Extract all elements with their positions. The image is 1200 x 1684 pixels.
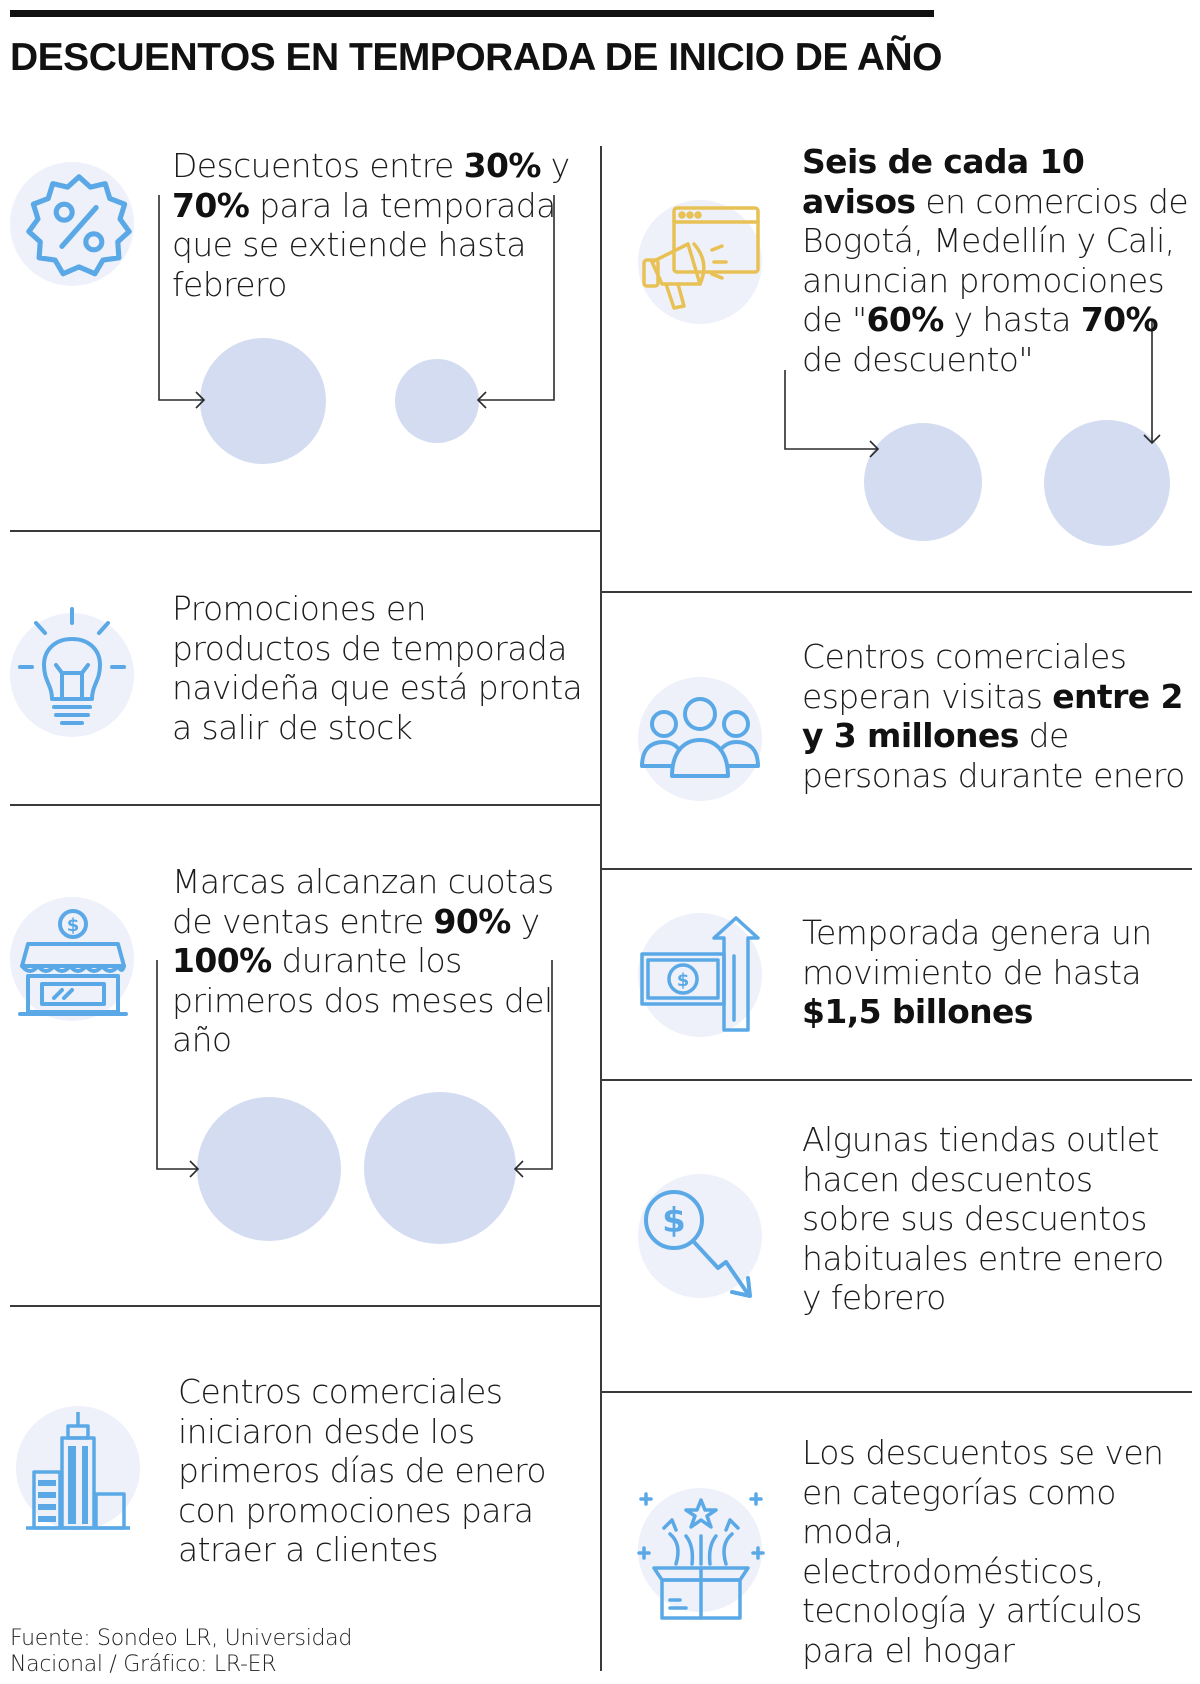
body-text: y [540,146,571,185]
item-text-centros-comerciales: Centros comerciales iniciaron desde los … [178,1372,590,1570]
source-line: Fuente: Sondeo LR, Universidad [10,1626,353,1651]
people-group-icon [640,697,760,778]
svg-text:$: $ [67,915,80,936]
title-rule [10,10,934,17]
row-divider [602,868,1192,870]
body-text: Los descuentos se ven en categorías como… [802,1433,1164,1670]
price-drop-icon: $ [644,1190,752,1298]
icon-backdrop [10,897,134,1021]
connector-line [515,960,553,1170]
highlight-text: 30% [463,146,542,185]
highlight-text: 60% [866,300,945,339]
body-text: Centros comerciales iniciaron desde los … [178,1372,547,1569]
item-text-cuotas-ventas: Marcas alcanzan cuotas de ventas entre 9… [172,862,592,1060]
body-text: para la temporada que se extiende hasta … [172,185,556,304]
page-title: DESCUENTOS EN TEMPORADA DE INICIO DE AÑO [10,36,942,79]
row-divider [10,804,600,806]
item-text-visitas: Centros comerciales esperan visitas entr… [802,637,1192,795]
body-text: durante los primeros dos meses del año [172,941,553,1059]
storefront-icon: $ [18,909,128,1016]
decorative-circle [364,1092,516,1244]
arrow-head [476,391,487,409]
body-text: Marcas alcanzan cuotas de ventas entre [172,862,554,941]
source-line: Nacional / Gráfico: LR-ER [10,1652,277,1677]
body-text: Centros comerciales esperan visitas [802,637,1127,716]
item-text-outlet: Algunas tiendas outlet hacen descuentos … [802,1120,1182,1318]
highlight-text: 100% [172,941,272,980]
highlight-text: 90% [433,901,512,941]
percent-badge-icon [26,174,132,277]
item-text-avisos: Seis de cada 10 avisos en comercios de B… [802,142,1194,379]
row-divider [10,1305,600,1307]
decorative-circle [197,1097,341,1241]
row-divider [602,1391,1192,1393]
lightbulb-icon [18,607,126,725]
decorative-circle [200,338,326,464]
icon-backdrop [638,913,762,1037]
connector-line [478,195,555,401]
svg-text:$: $ [662,1201,686,1241]
row-divider [10,530,600,532]
arrow-head [1143,434,1161,445]
item-text-movimiento: Temporada genera un movimiento de hasta … [802,913,1182,1032]
source-note: Fuente: Sondeo LR, Universidad Nacional … [10,1626,352,1678]
column-divider [600,146,602,1671]
gift-box-icon [637,1492,765,1620]
svg-text:$: $ [677,970,690,991]
body-text: de descuento" [802,339,1034,379]
body-text: y hasta [943,300,1081,339]
body-text: Algunas tiendas outlet hacen descuentos … [802,1120,1164,1317]
highlight-text: 70% [1080,300,1159,339]
connector-line [156,960,198,1170]
highlight-text: 70% [172,185,250,225]
connector-line [784,370,878,450]
body-text: Temporada genera un movimiento de hasta [802,913,1152,992]
decorative-circle [864,423,982,541]
connector-line [158,195,204,401]
item-text-categorias: Los descuentos se ven en categorías como… [802,1433,1194,1670]
highlight-text: Seis de cada 10 avisos [802,142,1085,221]
highlight-text: entre 2 y 3 millones [802,676,1183,756]
row-divider [602,1079,1192,1081]
item-text-temporada-navidena: Promociones en productos de temporada na… [172,589,592,747]
body-text: en comercios de Bogotá, Medellín y Cali,… [802,181,1189,340]
body-text: de personas durante enero [802,716,1185,795]
buildings-icon [26,1412,130,1530]
row-divider [602,591,1192,593]
money-growth-icon: $ [640,916,760,1032]
body-text: y [510,901,541,941]
arrow-head [869,440,880,458]
decorative-circle [395,359,479,443]
body-text: Descuentos entre [172,146,464,185]
arrow-head [189,1160,200,1178]
body-text: Promociones en productos de temporada na… [172,589,583,747]
arrow-head [195,391,206,409]
highlight-text: $1,5 billones [802,992,1033,1031]
arrow-head [513,1160,524,1178]
item-text-descuentos: Descuentos entre 30% y 70% para la tempo… [172,146,592,304]
megaphone-icon [642,206,760,310]
